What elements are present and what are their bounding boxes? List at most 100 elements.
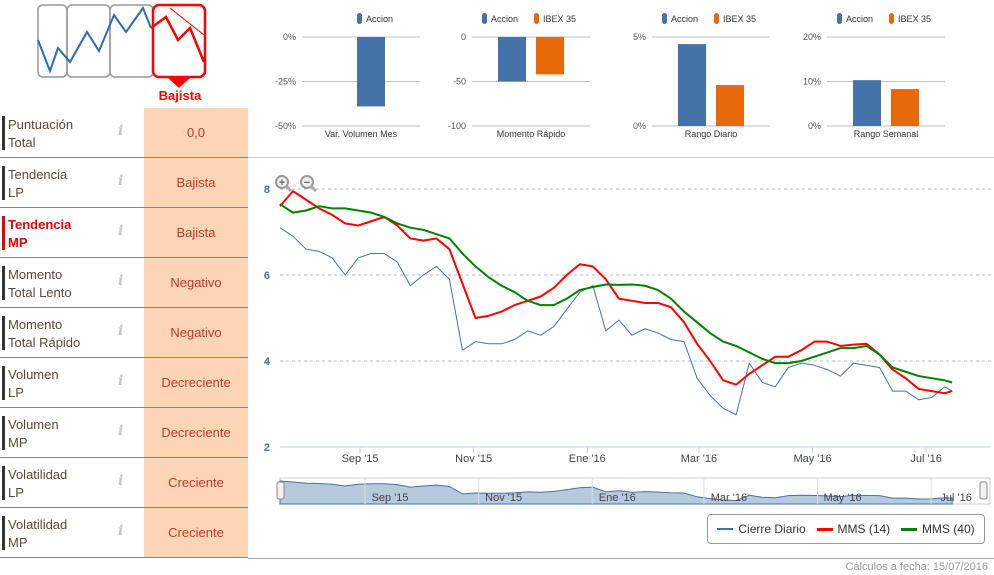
handle <box>284 184 293 193</box>
indicator-row[interactable]: Tendencia MP i Bajista <box>0 208 248 258</box>
indicator-row[interactable]: Volatilidad MP i Creciente <box>0 508 248 558</box>
mini-chart-title: Rango Diario <box>685 129 738 139</box>
lens <box>300 175 314 189</box>
indicator-row[interactable]: Volatilidad LP i Creciente <box>0 458 248 508</box>
row-marker <box>2 216 5 250</box>
divider <box>248 558 994 559</box>
y-tick-label: -50 <box>453 77 466 87</box>
mini-bar-charts: 0% -25% -50% Accion Var. Volumen Mes 0 -50 -100… <box>275 13 945 139</box>
row-marker <box>2 166 5 200</box>
divider <box>248 157 994 158</box>
indicator-label: Tendencia MP <box>8 216 118 252</box>
navigator-handle-right[interactable] <box>979 481 988 500</box>
bar-accion <box>357 37 385 107</box>
label-line-1: Volumen <box>8 417 59 432</box>
trend-line <box>37 5 152 74</box>
y-tick-label: 20% <box>803 32 821 42</box>
label-line-2: Total Lento <box>8 285 72 300</box>
indicator-value: Negativo <box>144 258 248 307</box>
legend-mms14[interactable]: MMS (14) <box>816 522 890 536</box>
legend-label[interactable]: Accion <box>846 14 873 24</box>
navigator-area <box>279 480 953 505</box>
legend-swatch <box>837 13 842 24</box>
bar-ibex-35 <box>536 37 564 75</box>
y-tick-label: 2 <box>264 442 270 454</box>
legend-swatch <box>889 13 894 24</box>
y-tick-label: 0% <box>633 121 646 131</box>
trend-box-bajista[interactable] <box>151 3 207 79</box>
label-line-2: LP <box>8 485 24 500</box>
indicator-value: Bajista <box>144 158 248 207</box>
label-line-1: Volumen <box>8 367 59 382</box>
legend-label[interactable]: IBEX 35 <box>898 14 931 24</box>
legend-label[interactable]: Accion <box>671 14 698 24</box>
legend-label[interactable]: IBEX 35 <box>723 14 756 24</box>
trend-label: Bajista <box>158 88 202 103</box>
x-tick-label: Ene '16 <box>569 453 606 465</box>
info-icon[interactable]: i <box>118 223 124 239</box>
row-marker <box>2 466 5 500</box>
legend-swatch <box>714 13 719 24</box>
legend-swatch <box>534 13 539 24</box>
navigator-handle-left[interactable] <box>276 481 285 500</box>
label-line-1: Tendencia <box>8 217 72 232</box>
legend-label[interactable]: Accion <box>491 14 518 24</box>
label-line-1: Momento <box>8 267 63 282</box>
mini-chart-1: 0% -25% -50% Accion Var. Volumen Mes <box>275 13 420 139</box>
y-tick-label: 6 <box>264 270 270 282</box>
legend-label[interactable]: IBEX 35 <box>543 14 576 24</box>
indicator-row[interactable]: Volumen LP i Decreciente <box>0 358 248 408</box>
legend-mms40[interactable]: MMS (40) <box>900 522 975 536</box>
info-icon[interactable]: i <box>118 323 124 339</box>
navigator[interactable]: Sep '15 Nov '15 Ene '16 Mar '16 May '16 Jul '… <box>276 477 991 505</box>
row-marker <box>2 116 5 150</box>
bar-ibex-35 <box>891 89 919 126</box>
y-tick-label: 5% <box>633 32 646 42</box>
y-tick-label: 4 <box>264 356 271 368</box>
legend-label[interactable]: Accion <box>366 14 393 24</box>
indicator-row[interactable]: Tendencia LP i Bajista <box>0 158 248 208</box>
indicator-label: Volatilidad MP <box>8 516 118 552</box>
indicator-row[interactable]: Momento Total Lento i Negativo <box>0 258 248 308</box>
label-line-2: Total Rápido <box>8 335 81 350</box>
info-icon[interactable]: i <box>118 123 124 139</box>
indicator-row[interactable]: Volumen MP i Decreciente <box>0 408 248 458</box>
label-line-2: LP <box>8 385 24 400</box>
y-tick-label: -50% <box>275 121 296 131</box>
y-tick-label: 0 <box>461 32 466 42</box>
indicator-row[interactable]: Momento Total Rápido i Negativo <box>0 308 248 358</box>
row-marker <box>2 366 5 400</box>
series-mms-40-[interactable] <box>279 203 953 384</box>
lens <box>275 175 289 189</box>
bar-accion <box>498 37 526 82</box>
info-icon[interactable]: i <box>118 523 124 539</box>
series-mms-14-[interactable] <box>279 190 953 395</box>
legend-swatch <box>357 13 362 24</box>
y-tick-label: 8 <box>264 184 270 196</box>
label-line-1: Momento <box>8 317 63 332</box>
indicator-value: Decreciente <box>144 408 248 457</box>
trend-selector-widget[interactable] <box>30 0 220 106</box>
x-tick-label: Mar '16 <box>681 453 717 465</box>
indicator-row[interactable]: Puntuación Total i 0,0 <box>0 108 248 158</box>
info-icon[interactable]: i <box>118 423 124 439</box>
price-chart[interactable]: 8 6 4 2 Sep '15 Nov '15 Ene '16 Mar '16 May '16 J… <box>250 160 994 510</box>
navigator-label: Sep '15 <box>372 492 409 504</box>
indicator-label: Volatilidad LP <box>8 466 118 502</box>
indicator-value: Decreciente <box>144 358 248 407</box>
info-icon[interactable]: i <box>118 373 124 389</box>
zoom-in-icon[interactable]: + <box>275 175 293 193</box>
chart-legend: Cierre Diario MMS (14) MMS (40) <box>707 514 985 544</box>
label-line-2: MP <box>8 235 28 250</box>
legend-cierre[interactable]: Cierre Diario <box>717 522 806 536</box>
info-icon[interactable]: i <box>118 273 124 289</box>
zoom-out-icon[interactable]: − <box>300 175 318 193</box>
series-cierre-diario[interactable] <box>279 227 953 416</box>
label-line-1: Tendencia <box>8 167 68 182</box>
info-icon[interactable]: i <box>118 473 124 489</box>
x-tick-label: May '16 <box>793 453 831 465</box>
trend-line-bajista <box>150 15 206 63</box>
info-icon[interactable]: i <box>118 173 124 189</box>
glyph: + <box>279 177 285 189</box>
indicator-label: Puntuación Total <box>8 116 118 152</box>
